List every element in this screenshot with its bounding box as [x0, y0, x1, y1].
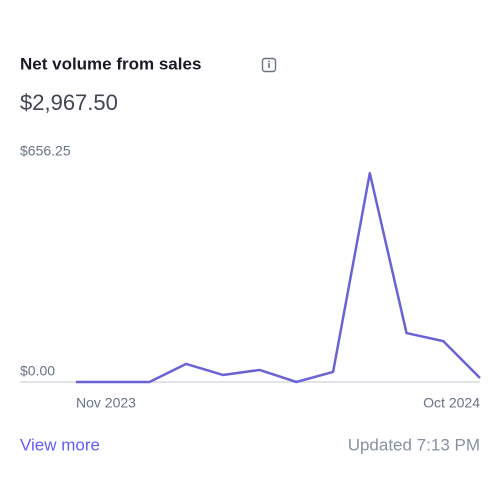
- x-tick-label: Oct 2024: [423, 395, 480, 411]
- total-value: $2,967.50: [20, 90, 118, 115]
- info-icon-dot: [268, 60, 270, 63]
- series-line: [76, 171, 481, 384]
- info-icon-frame: [261, 57, 277, 73]
- y-tick-label: $0.00: [20, 363, 55, 379]
- view-more-link[interactable]: View more: [20, 435, 100, 454]
- info-icon[interactable]: [261, 57, 277, 73]
- chart-title: Net volume from sales: [20, 54, 201, 73]
- x-tick-label: Nov 2023: [76, 395, 136, 411]
- y-tick-label: $656.25: [20, 143, 71, 159]
- updated-time: Updated 7:13 PM: [348, 435, 480, 454]
